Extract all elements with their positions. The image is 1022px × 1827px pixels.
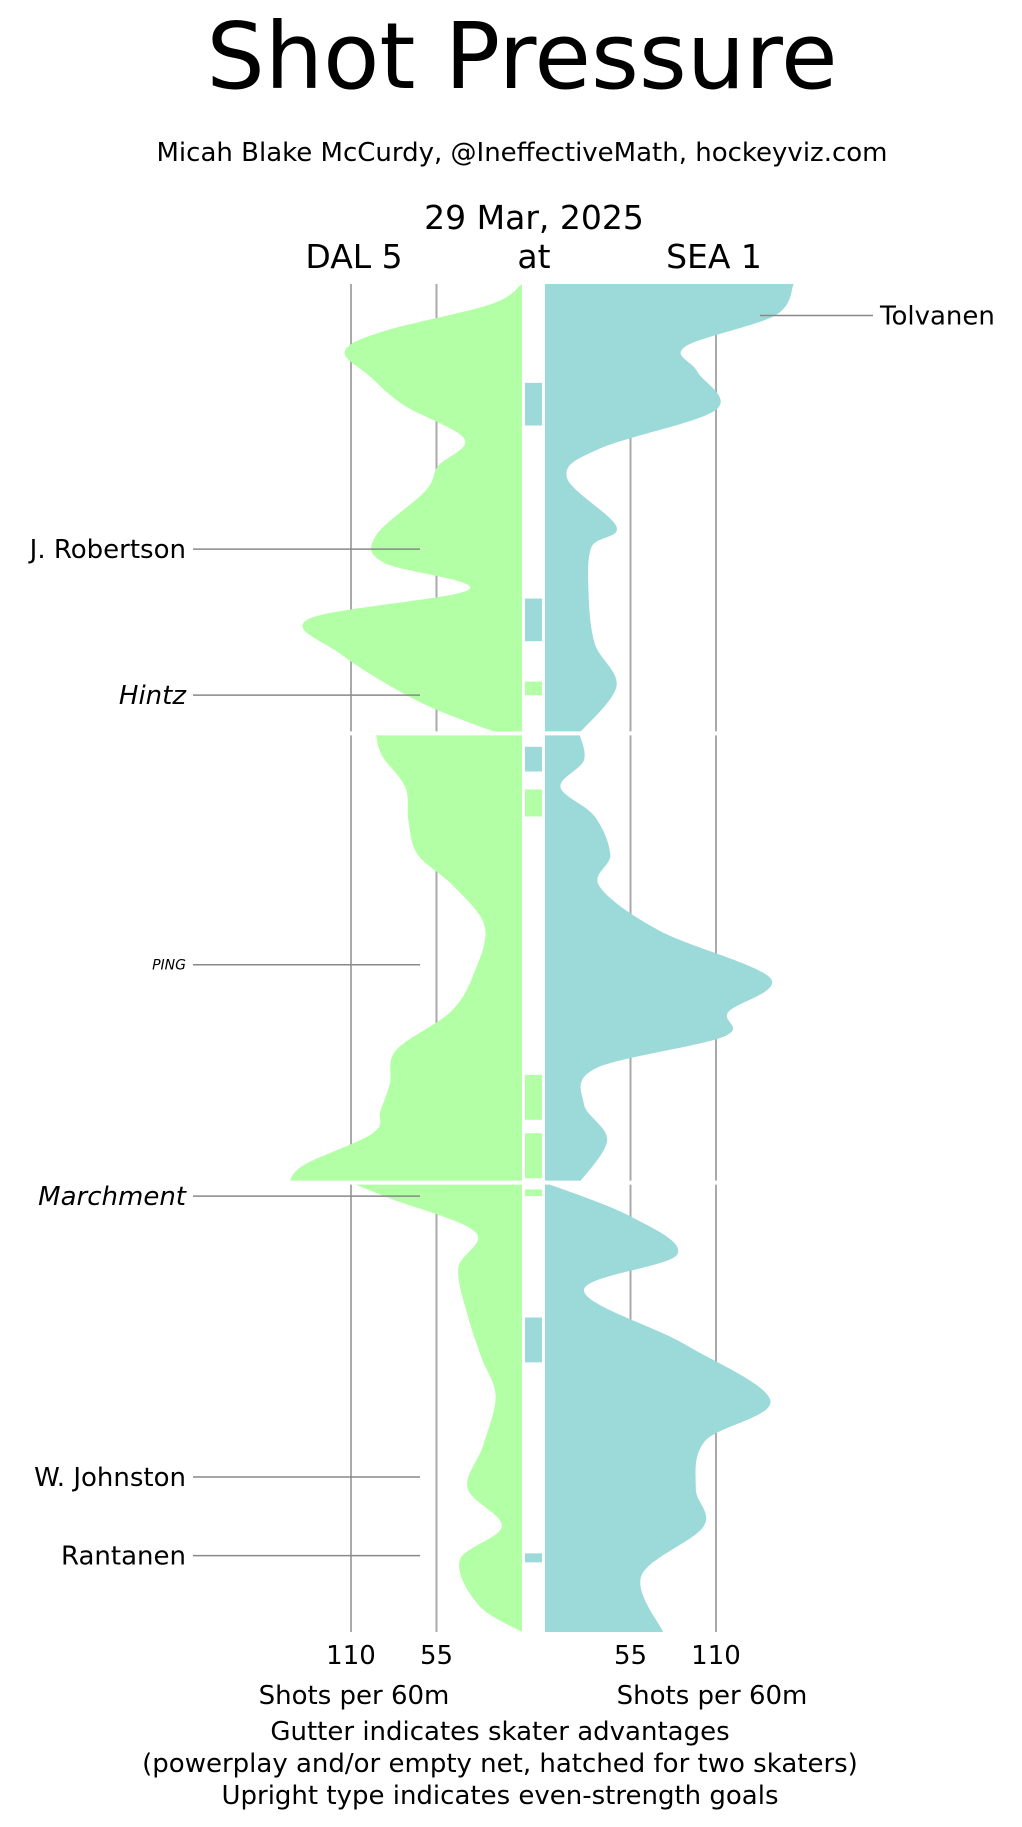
home-area-segment-0 bbox=[545, 284, 794, 734]
chart-subtitle: Micah Blake McCurdy, @IneffectiveMath, h… bbox=[157, 138, 888, 168]
x-axis-label-left: Shots per 60m bbox=[259, 1681, 450, 1711]
period-breaks bbox=[200, 731, 820, 1185]
gutter-bar-9 bbox=[525, 1553, 542, 1563]
tick-label-right-1: 110 bbox=[691, 1641, 741, 1671]
away-area-segment-0 bbox=[302, 284, 522, 734]
at-label: at bbox=[517, 237, 550, 276]
goal-label-3: PING bbox=[152, 958, 186, 974]
footnote-2: (powerplay and/or empty net, hatched for… bbox=[142, 1749, 858, 1779]
gutter bbox=[525, 382, 542, 1563]
gutter-bar-8 bbox=[525, 1317, 542, 1363]
goal-label-0: Tolvanen bbox=[879, 301, 995, 331]
footnotes: Gutter indicates skater advantages (powe… bbox=[142, 1717, 858, 1811]
goal-label-6: Rantanen bbox=[61, 1542, 186, 1572]
tick-label-right-0: 55 bbox=[614, 1641, 647, 1671]
x-axis-label-right: Shots per 60m bbox=[617, 1681, 808, 1711]
away-area-segment-1 bbox=[288, 733, 522, 1183]
home-area-segment-2 bbox=[545, 1182, 771, 1632]
gutter-bar-0 bbox=[525, 382, 542, 426]
home-team-label: SEA 1 bbox=[666, 237, 762, 276]
footnote-1: Gutter indicates skater advantages bbox=[270, 1717, 729, 1747]
gutter-bar-5 bbox=[525, 1074, 542, 1120]
footnote-3: Upright type indicates even-strength goa… bbox=[221, 1781, 778, 1811]
home-area-segment-1 bbox=[545, 733, 773, 1183]
gutter-bar-4 bbox=[525, 789, 542, 817]
x-axis-left: 110 55 Shots per 60m bbox=[259, 1641, 453, 1711]
chart-title: Shot Pressure bbox=[206, 3, 837, 110]
pressure-areas bbox=[288, 284, 794, 1632]
gutter-bar-2 bbox=[525, 681, 542, 696]
x-axis-right: 55 110 Shots per 60m bbox=[614, 1641, 807, 1711]
away-area-segment-2 bbox=[351, 1182, 522, 1632]
gutter-bar-7 bbox=[525, 1189, 542, 1197]
gutter-bar-6 bbox=[525, 1133, 542, 1179]
goal-label-1: J. Robertson bbox=[28, 535, 186, 565]
goal-label-2: Hintz bbox=[119, 681, 187, 711]
gutter-bar-1 bbox=[525, 598, 542, 642]
goal-label-5: W. Johnston bbox=[34, 1463, 186, 1493]
gutter-bar-3 bbox=[525, 746, 542, 772]
tick-label-left-1: 55 bbox=[420, 1641, 453, 1671]
goal-labels: Tolvanen J. Robertson Hintz PING Marchment W.… bbox=[28, 301, 995, 1571]
tick-label-left-0: 110 bbox=[326, 1641, 376, 1671]
away-team-label: DAL 5 bbox=[305, 237, 402, 276]
goal-label-4: Marchment bbox=[38, 1182, 187, 1212]
game-date: 29 Mar, 2025 bbox=[424, 198, 644, 237]
